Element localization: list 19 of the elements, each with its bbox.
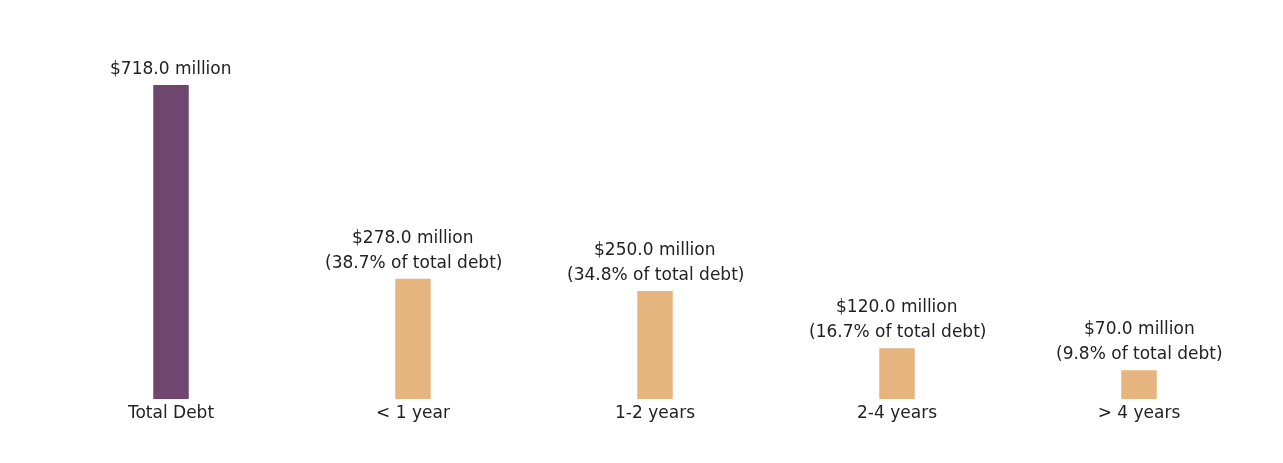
annotation: (9.8% of total debt) bbox=[1056, 343, 1223, 363]
annotation: (16.7% of total debt) bbox=[809, 321, 987, 341]
bar bbox=[151, 84, 191, 400]
data-label: $278.0 million bbox=[352, 227, 474, 247]
data-label: $250.0 million bbox=[594, 239, 716, 259]
data-label: $70.0 million bbox=[1084, 318, 1195, 338]
x-tick-label: 2-4 years bbox=[857, 402, 938, 422]
x-tick-label: > 4 years bbox=[1097, 402, 1181, 422]
x-tick-label: Total Debt bbox=[126, 402, 215, 422]
bar bbox=[1119, 368, 1159, 400]
bar bbox=[635, 288, 675, 400]
data-label: $718.0 million bbox=[110, 58, 232, 78]
bar bbox=[877, 346, 917, 400]
annotation: (38.7% of total debt) bbox=[325, 252, 503, 272]
x-tick-label: 1-2 years bbox=[615, 402, 696, 422]
data-label: $120.0 million bbox=[836, 296, 958, 316]
bar bbox=[393, 276, 433, 400]
annotation: (34.8% of total debt) bbox=[567, 264, 745, 284]
x-tick-label: < 1 year bbox=[376, 402, 450, 422]
